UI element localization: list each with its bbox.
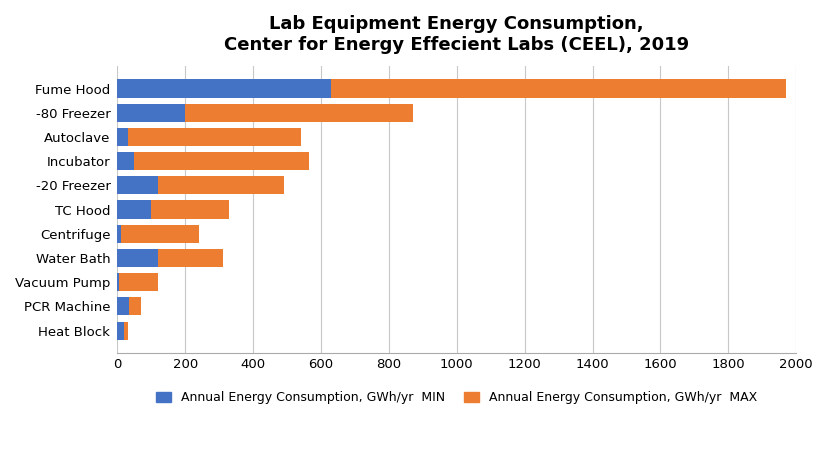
Bar — [158, 249, 222, 267]
Legend: Annual Energy Consumption, GWh/yr  MIN, Annual Energy Consumption, GWh/yr  MAX: Annual Energy Consumption, GWh/yr MIN, A… — [151, 387, 762, 409]
Bar — [124, 321, 127, 340]
Bar — [117, 128, 127, 146]
Bar — [185, 104, 412, 122]
Bar — [117, 273, 119, 291]
Bar — [117, 104, 185, 122]
Bar — [331, 80, 785, 98]
Bar — [117, 176, 158, 194]
Bar — [119, 273, 158, 291]
Bar — [117, 225, 121, 243]
Bar — [127, 128, 300, 146]
Title: Lab Equipment Energy Consumption,
Center for Energy Effecient Labs (CEEL), 2019: Lab Equipment Energy Consumption, Center… — [224, 15, 689, 54]
Bar — [117, 321, 124, 340]
Bar — [117, 200, 151, 219]
Bar — [129, 297, 141, 315]
Bar — [117, 297, 129, 315]
Bar — [117, 152, 134, 170]
Bar — [121, 225, 198, 243]
Bar — [134, 152, 308, 170]
Bar — [117, 249, 158, 267]
Bar — [158, 176, 284, 194]
Bar — [117, 80, 331, 98]
Bar — [151, 200, 229, 219]
